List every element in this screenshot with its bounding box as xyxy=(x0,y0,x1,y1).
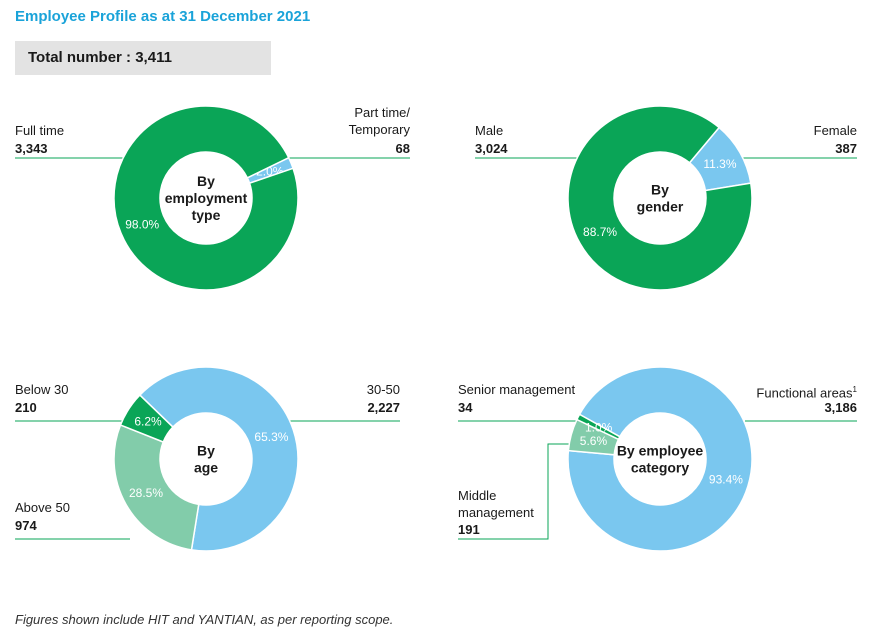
total-number-box: Total number : 3,411 xyxy=(15,41,271,75)
pct-label-gender-female: 11.3% xyxy=(703,157,736,171)
center-label-employment-type-line-1: employment xyxy=(165,190,248,206)
value-senior-management: 34 xyxy=(458,400,473,415)
pct-label-gender-male: 88.7% xyxy=(583,225,617,239)
pct-label-employee-category-senior-management: 1.0% xyxy=(585,420,613,434)
value-female: 387 xyxy=(835,141,857,156)
label-below-30: Below 30 xyxy=(15,382,69,397)
slice-employment-type-full-time xyxy=(113,105,299,291)
label-female: Female xyxy=(813,123,857,138)
label-middle-management: Middle management xyxy=(458,488,534,520)
slice-employee-category-senior-management xyxy=(575,413,621,441)
pct-label-employee-category-middle-management: 5.6% xyxy=(580,434,608,448)
label-senior-management: Senior management xyxy=(458,382,576,397)
pct-label-age-30-50: 65.3% xyxy=(254,430,288,444)
slice-age-below-30 xyxy=(119,394,174,443)
label-30-50: 30-50 xyxy=(366,382,400,397)
slice-gender-male xyxy=(567,105,753,291)
center-label-employee-category-line-0: By employee xyxy=(617,443,704,459)
center-label-employment-type-line-2: type xyxy=(192,207,221,223)
value-part-time: 68 xyxy=(395,141,410,156)
pct-label-employment-type-full-time: 98.0% xyxy=(125,217,159,231)
pct-label-age-above-50: 28.5% xyxy=(129,486,163,500)
value-middle-management: 191 xyxy=(458,522,480,537)
value-male: 3,024 xyxy=(475,141,508,156)
value-full-time: 3,343 xyxy=(15,141,48,156)
label-part-time: Part time/Temporary xyxy=(348,105,410,137)
center-label-employee-category-line-1: category xyxy=(631,460,690,476)
label-functional-areas-text: Functional areas xyxy=(756,385,853,401)
slice-employee-category-functional-areas xyxy=(567,366,753,552)
label-male: Male xyxy=(475,123,504,138)
center-label-age-line-0: By xyxy=(197,443,215,459)
value-above-50: 974 xyxy=(15,518,37,533)
leader-line-middle-mgmt xyxy=(458,443,578,540)
label-above-50: Above 50 xyxy=(15,500,70,515)
pct-label-employee-category-functional-areas: 93.4% xyxy=(709,472,743,486)
slice-age-30-50 xyxy=(138,366,299,552)
center-label-age-line-1: age xyxy=(194,460,218,476)
center-label-gender-line-1: gender xyxy=(637,199,684,215)
total-number-label: Total number : 3,411 xyxy=(28,49,172,66)
value-functional-areas: 3,186 xyxy=(824,400,857,415)
label-full-time: Full time xyxy=(15,123,65,138)
pct-label-age-below-30: 6.2% xyxy=(134,415,162,429)
value-30-50: 2,227 xyxy=(367,400,400,415)
page-title: Employee Profile as at 31 December 2021 xyxy=(15,8,311,25)
footnote-marker: 1 xyxy=(852,385,857,394)
center-label-gender-line-0: By xyxy=(651,182,669,198)
value-below-30: 210 xyxy=(15,400,37,415)
label-functional-areas: Functional areas1 xyxy=(756,381,857,401)
footnote: Figures shown include HIT and YANTIAN, a… xyxy=(15,612,394,627)
center-label-employment-type-line-0: By xyxy=(197,173,215,189)
slice-age-above-50 xyxy=(113,424,200,551)
